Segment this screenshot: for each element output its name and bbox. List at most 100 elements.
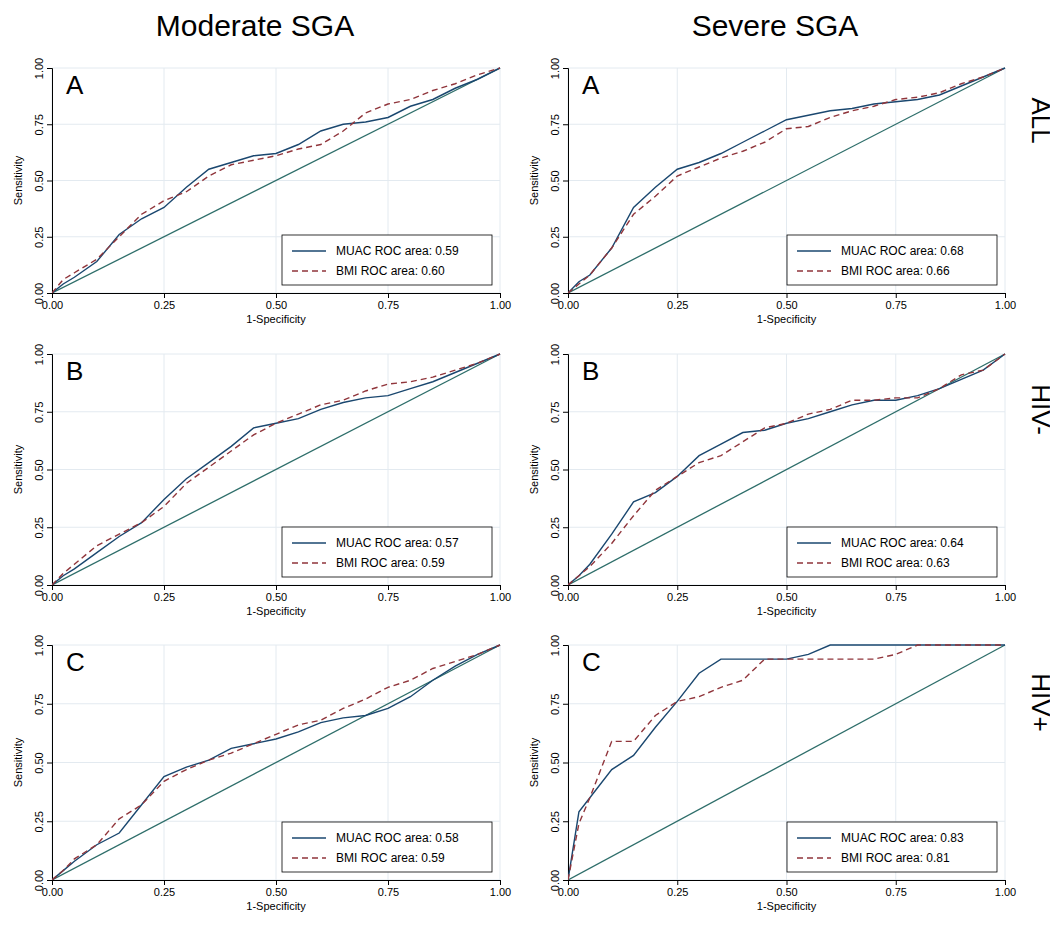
tick-label: 0.25 bbox=[154, 886, 175, 898]
tick-label: 0.75 bbox=[378, 591, 399, 603]
tick-mark bbox=[563, 68, 568, 69]
tick-label: 0.25 bbox=[33, 227, 45, 248]
tick: 0.00 bbox=[33, 870, 52, 891]
tick-mark bbox=[563, 704, 568, 705]
tick: 0.00 bbox=[558, 293, 579, 311]
grid-line bbox=[52, 354, 500, 355]
tick: 0.75 bbox=[378, 880, 399, 898]
legend-label: MUAC ROC area: 0.57 bbox=[336, 536, 459, 550]
tick-label: 0.75 bbox=[33, 694, 45, 715]
tick-mark bbox=[47, 237, 52, 238]
tick-mark bbox=[388, 880, 389, 885]
legend-swatch bbox=[292, 857, 326, 858]
x-axis-title: 1-Specificity bbox=[757, 605, 817, 617]
tick-mark bbox=[164, 880, 165, 885]
tick-mark bbox=[563, 293, 568, 294]
axis-line bbox=[47, 355, 53, 586]
x-axis: 0.000.250.500.751.00 bbox=[42, 880, 511, 898]
tick: 0.25 bbox=[33, 517, 52, 538]
legend-box bbox=[787, 527, 997, 577]
tick: 0.75 bbox=[549, 694, 568, 715]
row-label: HIV- bbox=[1026, 384, 1050, 435]
row-label: ALL bbox=[1026, 97, 1050, 143]
tick: 0.75 bbox=[378, 585, 399, 603]
tick-mark bbox=[677, 585, 678, 590]
tick: 0.25 bbox=[667, 880, 688, 898]
tick-label: 0.25 bbox=[667, 299, 688, 311]
tick-mark bbox=[276, 880, 277, 885]
tick: 0.50 bbox=[266, 293, 287, 311]
grid-line bbox=[52, 411, 500, 412]
tick-label: 0.75 bbox=[33, 114, 45, 135]
tick: 0.50 bbox=[549, 170, 568, 191]
grid-line bbox=[52, 821, 500, 822]
legend-label: MUAC ROC area: 0.68 bbox=[841, 244, 964, 258]
roc-line bbox=[568, 645, 1005, 880]
x-axis-title: 1-Specificity bbox=[246, 605, 306, 617]
tick-label: 0.00 bbox=[33, 870, 45, 891]
tick-label: 0.50 bbox=[266, 591, 287, 603]
legend-label: BMI ROC area: 0.59 bbox=[336, 556, 445, 570]
y-axis: 0.000.250.500.751.00 bbox=[33, 344, 53, 596]
tick: 0.25 bbox=[549, 517, 568, 538]
roc-line bbox=[568, 354, 1005, 585]
panel-letter: C bbox=[582, 647, 601, 677]
legend-label: MUAC ROC area: 0.64 bbox=[841, 536, 964, 550]
tick-label: 0.00 bbox=[549, 283, 561, 304]
axis-line bbox=[53, 586, 501, 591]
tick: 0.75 bbox=[378, 293, 399, 311]
panel: 0.000.250.500.751.000.000.250.500.751.00… bbox=[12, 344, 511, 617]
tick-mark bbox=[47, 821, 52, 822]
axis-line bbox=[569, 881, 1006, 886]
tick-label: 0.25 bbox=[549, 811, 561, 832]
tick-mark bbox=[47, 704, 52, 705]
axis-line bbox=[569, 294, 1006, 299]
legend: MUAC ROC area: 0.83BMI ROC area: 0.81 bbox=[787, 822, 997, 872]
panel-letter: B bbox=[66, 356, 83, 386]
tick: 0.00 bbox=[549, 283, 568, 304]
tick: 0.75 bbox=[886, 585, 907, 603]
tick-label: 0.00 bbox=[549, 575, 561, 596]
reference-line bbox=[52, 645, 500, 880]
legend-box bbox=[282, 822, 492, 872]
roc-line bbox=[52, 68, 500, 293]
tick-mark bbox=[388, 585, 389, 590]
grid-line bbox=[568, 821, 1005, 822]
roc-line bbox=[52, 68, 500, 293]
panel: 0.000.250.500.751.000.000.250.500.751.00… bbox=[12, 635, 511, 912]
tick: 0.50 bbox=[33, 752, 52, 773]
grid bbox=[568, 645, 1005, 880]
tick: 0.25 bbox=[667, 585, 688, 603]
tick-mark bbox=[388, 293, 389, 298]
tick-mark bbox=[677, 880, 678, 885]
legend-label: BMI ROC area: 0.63 bbox=[841, 556, 950, 570]
tick-mark bbox=[677, 293, 678, 298]
y-axis-title: Sensitivity bbox=[528, 155, 540, 205]
y-axis: 0.000.250.500.751.00 bbox=[33, 58, 53, 304]
tick-mark bbox=[896, 293, 897, 298]
tick-label: 1.00 bbox=[33, 635, 45, 656]
tick: 0.00 bbox=[558, 880, 579, 898]
tick: 0.50 bbox=[776, 880, 797, 898]
tick-mark bbox=[500, 880, 501, 885]
y-axis-title: Sensitivity bbox=[12, 444, 24, 494]
legend-swatch bbox=[797, 562, 831, 563]
tick-mark bbox=[787, 585, 788, 590]
tick: 1.00 bbox=[549, 344, 568, 365]
tick-label: 0.00 bbox=[549, 870, 561, 891]
tick-label: 0.75 bbox=[886, 299, 907, 311]
x-axis-title: 1-Specificity bbox=[246, 900, 306, 912]
reference-line bbox=[568, 645, 1005, 880]
tick-mark bbox=[563, 645, 568, 646]
panel-letter: C bbox=[66, 647, 85, 677]
legend-label: BMI ROC area: 0.60 bbox=[336, 264, 445, 278]
tick-label: 0.50 bbox=[549, 170, 561, 191]
grid bbox=[52, 68, 500, 293]
tick-label: 0.50 bbox=[776, 299, 797, 311]
tick: 0.00 bbox=[33, 575, 52, 596]
tick-label: 0.75 bbox=[33, 402, 45, 423]
tick: 0.25 bbox=[154, 293, 175, 311]
tick-mark bbox=[164, 585, 165, 590]
tick-label: 0.50 bbox=[266, 299, 287, 311]
plot-area bbox=[568, 354, 1005, 585]
